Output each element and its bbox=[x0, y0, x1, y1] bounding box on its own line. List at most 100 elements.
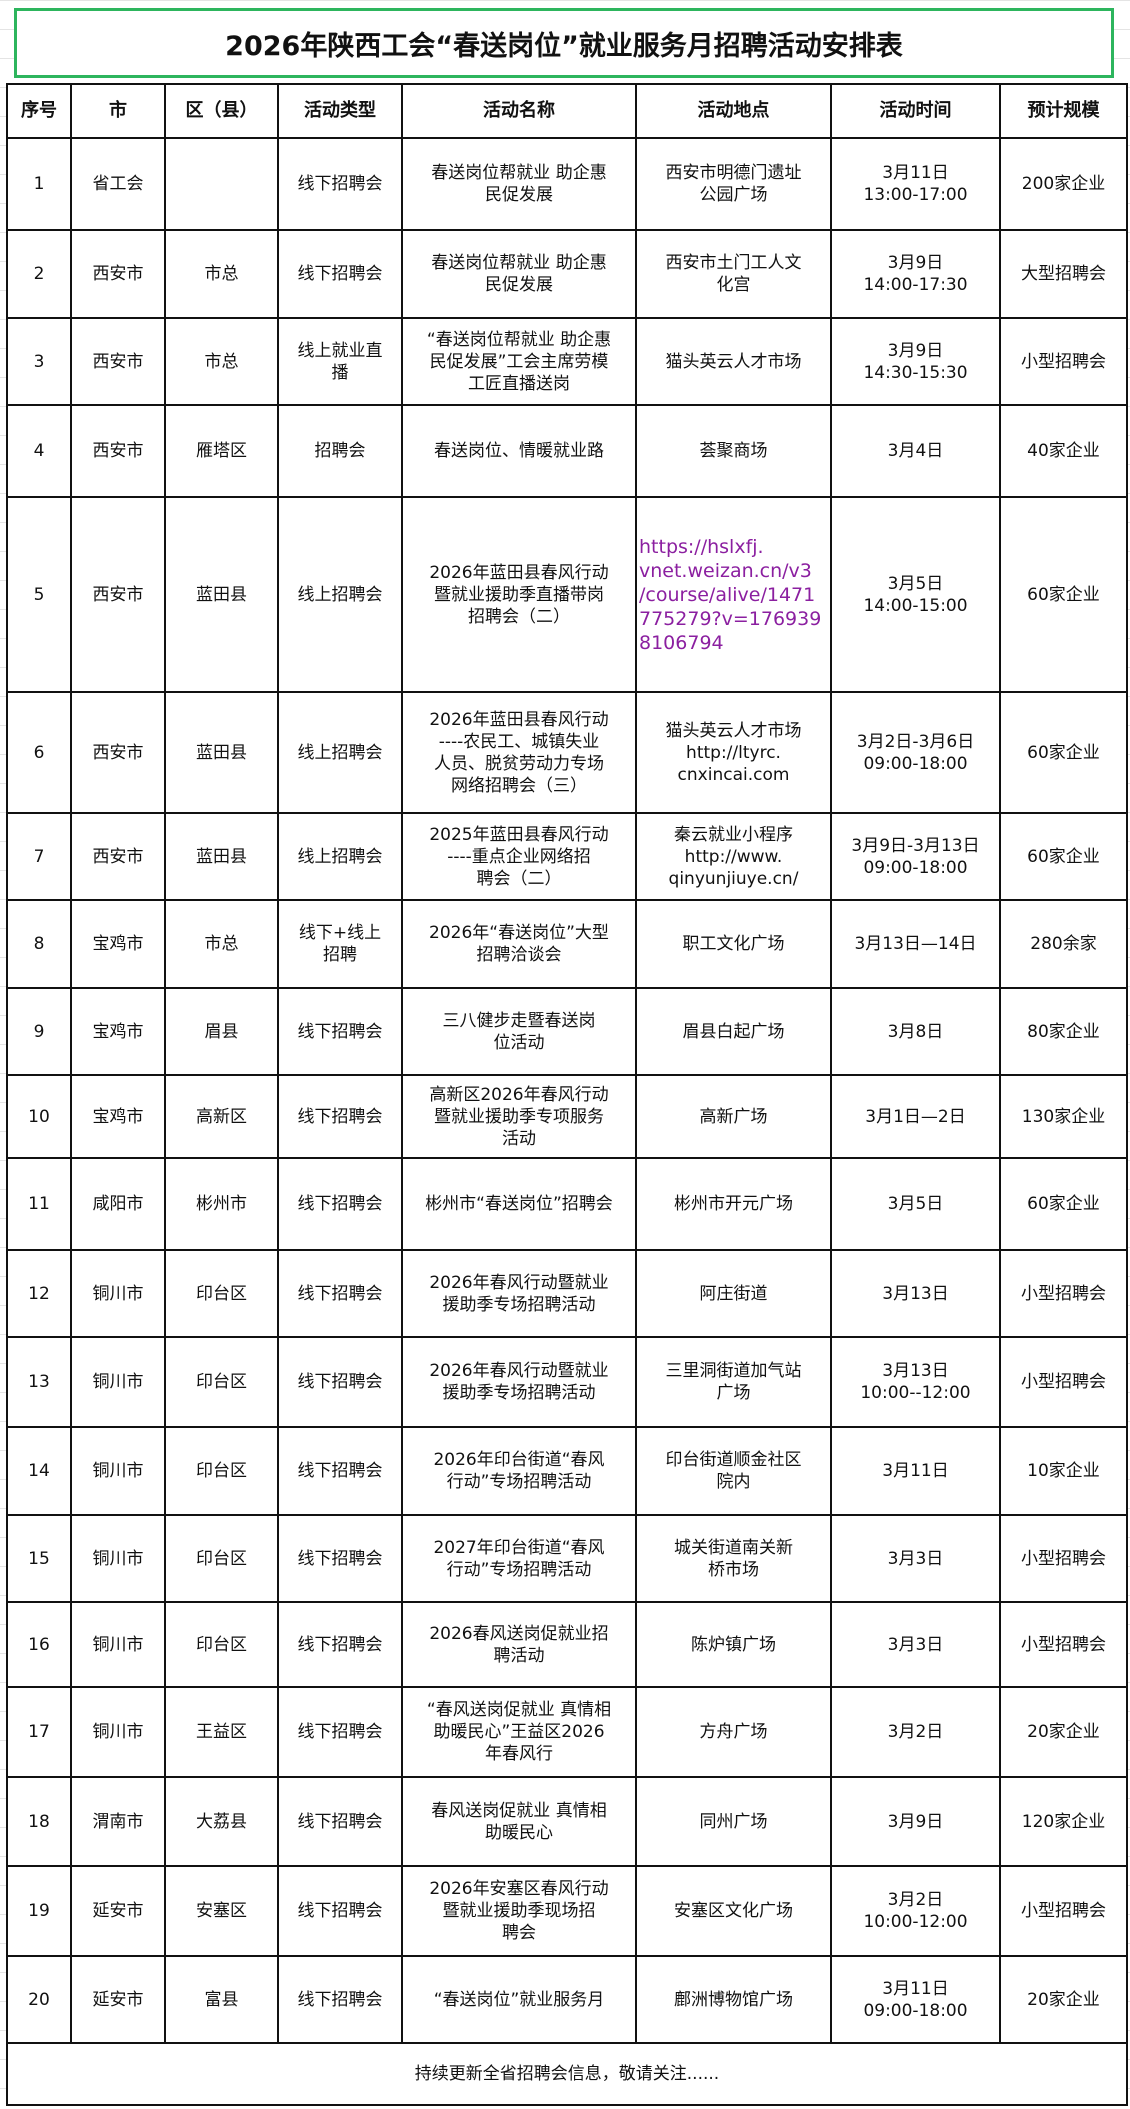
cell-seq[interactable]: 19 bbox=[6, 1865, 72, 1957]
cell-city[interactable]: 延安市 bbox=[70, 1955, 166, 2044]
cell-activity-name[interactable]: 三八健步走暨春送岗 位活动 bbox=[401, 987, 637, 1076]
cell-seq[interactable]: 14 bbox=[6, 1426, 72, 1516]
cell-activity-name[interactable]: 春风送岗促就业 真情相 助暖民心 bbox=[401, 1776, 637, 1867]
cell-scale[interactable]: 200家企业 bbox=[999, 137, 1128, 231]
cell-seq[interactable]: 12 bbox=[6, 1249, 72, 1338]
cell-seq[interactable]: 8 bbox=[6, 899, 72, 989]
cell-city[interactable]: 咸阳市 bbox=[70, 1157, 166, 1251]
cell-seq[interactable]: 1 bbox=[6, 137, 72, 231]
cell-time[interactable]: 3月2日 bbox=[830, 1686, 1001, 1778]
cell-scale[interactable]: 60家企业 bbox=[999, 496, 1128, 693]
cell-activity-type[interactable]: 线上就业直 播 bbox=[277, 317, 403, 406]
cell-activity-name[interactable]: 2026年安塞区春风行动 暨就业援助季现场招 聘会 bbox=[401, 1865, 637, 1957]
cell-city[interactable]: 铜川市 bbox=[70, 1686, 166, 1778]
cell-city[interactable]: 铜川市 bbox=[70, 1336, 166, 1428]
cell-seq[interactable]: 2 bbox=[6, 229, 72, 319]
cell-activity-name[interactable]: 2026年“春送岗位”大型 招聘洽谈会 bbox=[401, 899, 637, 989]
cell-district[interactable]: 眉县 bbox=[164, 987, 279, 1076]
cell-seq[interactable]: 15 bbox=[6, 1514, 72, 1603]
cell-time[interactable]: 3月2日-3月6日 09:00-18:00 bbox=[830, 691, 1001, 814]
cell-activity-type[interactable]: 线下招聘会 bbox=[277, 137, 403, 231]
cell-city[interactable]: 西安市 bbox=[70, 812, 166, 901]
cell-city[interactable]: 宝鸡市 bbox=[70, 987, 166, 1076]
cell-city[interactable]: 延安市 bbox=[70, 1865, 166, 1957]
cell-activity-type[interactable]: 招聘会 bbox=[277, 404, 403, 498]
header-activity-type[interactable]: 活动类型 bbox=[277, 83, 403, 139]
cell-activity-name[interactable]: 2026年蓝田县春风行动 ----农民工、城镇失业 人员、脱贫劳动力专场 网络招… bbox=[401, 691, 637, 814]
cell-activity-name[interactable]: 2026春风送岗促就业招 聘活动 bbox=[401, 1601, 637, 1688]
cell-time[interactable]: 3月2日 10:00-12:00 bbox=[830, 1865, 1001, 1957]
cell-city[interactable]: 西安市 bbox=[70, 404, 166, 498]
cell-activity-type[interactable]: 线下招聘会 bbox=[277, 1514, 403, 1603]
cell-time[interactable]: 3月11日 bbox=[830, 1426, 1001, 1516]
cell-location[interactable]: 职工文化广场 bbox=[635, 899, 832, 989]
cell-activity-type[interactable]: 线下招聘会 bbox=[277, 1426, 403, 1516]
cell-activity-name[interactable]: 2027年印台街道“春风 行动”专场招聘活动 bbox=[401, 1514, 637, 1603]
header-seq[interactable]: 序号 bbox=[6, 83, 72, 139]
cell-district[interactable]: 印台区 bbox=[164, 1514, 279, 1603]
cell-district[interactable]: 大荔县 bbox=[164, 1776, 279, 1867]
cell-seq[interactable]: 11 bbox=[6, 1157, 72, 1251]
cell-activity-type[interactable]: 线下招聘会 bbox=[277, 987, 403, 1076]
cell-location[interactable]: 彬州市开元广场 bbox=[635, 1157, 832, 1251]
cell-time[interactable]: 3月11日 09:00-18:00 bbox=[830, 1955, 1001, 2044]
cell-seq[interactable]: 10 bbox=[6, 1074, 72, 1159]
cell-time[interactable]: 3月13日—14日 bbox=[830, 899, 1001, 989]
cell-district[interactable]: 蓝田县 bbox=[164, 812, 279, 901]
cell-activity-name[interactable]: 春送岗位、情暖就业路 bbox=[401, 404, 637, 498]
cell-scale[interactable]: 20家企业 bbox=[999, 1686, 1128, 1778]
cell-activity-type[interactable]: 线下招聘会 bbox=[277, 1955, 403, 2044]
cell-activity-type[interactable]: 线下招聘会 bbox=[277, 1249, 403, 1338]
cell-city[interactable]: 西安市 bbox=[70, 691, 166, 814]
cell-scale[interactable]: 280余家 bbox=[999, 899, 1128, 989]
cell-activity-type[interactable]: 线下招聘会 bbox=[277, 1601, 403, 1688]
header-activity-name[interactable]: 活动名称 bbox=[401, 83, 637, 139]
cell-location[interactable]: 安塞区文化广场 bbox=[635, 1865, 832, 1957]
cell-activity-name[interactable]: “春送岗位”就业服务月 bbox=[401, 1955, 637, 2044]
cell-district[interactable]: 市总 bbox=[164, 899, 279, 989]
cell-city[interactable]: 铜川市 bbox=[70, 1426, 166, 1516]
cell-location[interactable]: 西安市土门工人文 化宫 bbox=[635, 229, 832, 319]
cell-scale[interactable]: 小型招聘会 bbox=[999, 317, 1128, 406]
cell-city[interactable]: 渭南市 bbox=[70, 1776, 166, 1867]
cell-scale[interactable]: 60家企业 bbox=[999, 812, 1128, 901]
cell-scale[interactable]: 小型招聘会 bbox=[999, 1514, 1128, 1603]
cell-time[interactable]: 3月13日 10:00--12:00 bbox=[830, 1336, 1001, 1428]
cell-scale[interactable]: 大型招聘会 bbox=[999, 229, 1128, 319]
cell-activity-type[interactable]: 线上招聘会 bbox=[277, 691, 403, 814]
cell-district[interactable]: 市总 bbox=[164, 317, 279, 406]
cell-district[interactable]: 彬州市 bbox=[164, 1157, 279, 1251]
cell-activity-type[interactable]: 线下招聘会 bbox=[277, 1074, 403, 1159]
cell-district[interactable]: 蓝田县 bbox=[164, 691, 279, 814]
cell-city[interactable]: 铜川市 bbox=[70, 1514, 166, 1603]
cell-district[interactable]: 雁塔区 bbox=[164, 404, 279, 498]
cell-location[interactable]: 印台街道顺金社区 院内 bbox=[635, 1426, 832, 1516]
cell-time[interactable]: 3月13日 bbox=[830, 1249, 1001, 1338]
cell-seq[interactable]: 4 bbox=[6, 404, 72, 498]
cell-activity-name[interactable]: “春送岗位帮就业 助企惠 民促发展”工会主席劳模 工匠直播送岗 bbox=[401, 317, 637, 406]
cell-location[interactable]: 猫头英云人才市场 bbox=[635, 317, 832, 406]
cell-activity-type[interactable]: 线上招聘会 bbox=[277, 812, 403, 901]
cell-location[interactable]: 城关街道南关新 桥市场 bbox=[635, 1514, 832, 1603]
cell-district[interactable]: 王益区 bbox=[164, 1686, 279, 1778]
cell-scale[interactable]: 60家企业 bbox=[999, 1157, 1128, 1251]
cell-district[interactable]: 印台区 bbox=[164, 1336, 279, 1428]
cell-scale[interactable]: 小型招聘会 bbox=[999, 1601, 1128, 1688]
cell-city[interactable]: 西安市 bbox=[70, 317, 166, 406]
cell-time[interactable]: 3月8日 bbox=[830, 987, 1001, 1076]
cell-district[interactable]: 市总 bbox=[164, 229, 279, 319]
cell-seq[interactable]: 20 bbox=[6, 1955, 72, 2044]
cell-activity-name[interactable]: “春风送岗促就业 真情相 助暖民心”王益区2026 年春风行 bbox=[401, 1686, 637, 1778]
cell-scale[interactable]: 120家企业 bbox=[999, 1776, 1128, 1867]
cell-time[interactable]: 3月9日 14:00-17:30 bbox=[830, 229, 1001, 319]
sheet-title-cell[interactable]: 2026年陕西工会“春送岗位”就业服务月招聘活动安排表 bbox=[14, 8, 1114, 78]
cell-scale[interactable]: 20家企业 bbox=[999, 1955, 1128, 2044]
cell-time[interactable]: 3月9日 14:30-15:30 bbox=[830, 317, 1001, 406]
cell-district[interactable]: 富县 bbox=[164, 1955, 279, 2044]
cell-activity-type[interactable]: 线下招聘会 bbox=[277, 1865, 403, 1957]
cell-district[interactable]: 高新区 bbox=[164, 1074, 279, 1159]
header-district[interactable]: 区（县） bbox=[164, 83, 279, 139]
cell-district[interactable]: 印台区 bbox=[164, 1426, 279, 1516]
cell-city[interactable]: 宝鸡市 bbox=[70, 1074, 166, 1159]
cell-seq[interactable]: 13 bbox=[6, 1336, 72, 1428]
